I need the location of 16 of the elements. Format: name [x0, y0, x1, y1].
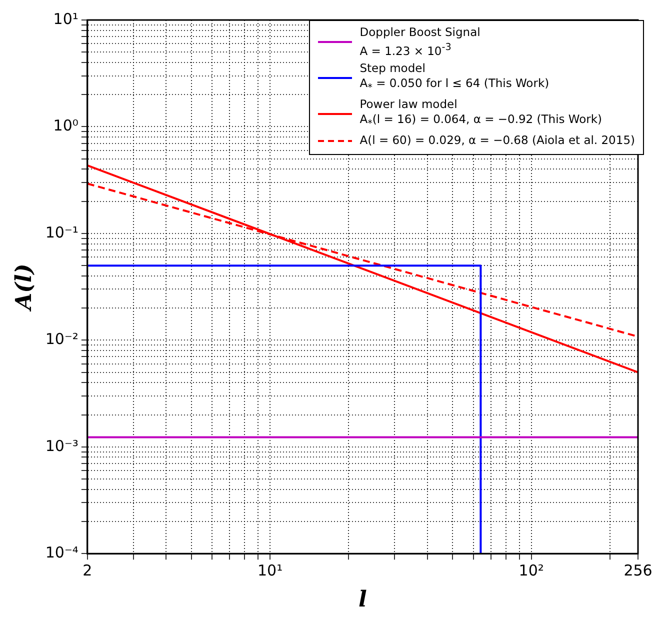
x-axis-title: l	[358, 586, 367, 613]
legend-label: Step model A$_{*}$ = 0.050 for l ≤ 64 (This Work)	[360, 60, 550, 96]
x-tick-label: 2	[82, 561, 92, 580]
x-tick-label: 256	[624, 561, 652, 580]
legend-label: Power law model A$_{*}$(l = 16) = 0.064, α = −0.92 (This Work)	[360, 97, 602, 132]
legend-label: A(l = 60) = 0.029, α = −0.68 (Aiola et al. 2015)	[360, 133, 635, 148]
x-tick-label: 10²	[518, 561, 544, 580]
y-tick-label: 10⁰	[53, 116, 78, 135]
x-tick-label: 10¹	[257, 561, 283, 580]
y-tick-label: 10⁻³	[45, 436, 78, 455]
y-tick-label: 10⁻²	[45, 330, 78, 348]
y-tick-label: 10⁻⁴	[45, 543, 78, 562]
y-axis-title: A(l)	[10, 264, 37, 312]
y-tick-label: 10¹	[53, 10, 78, 28]
y-tick-label: 10⁻¹	[45, 223, 78, 242]
legend-label: Doppler Boost Signal A = 1.23 × 10$^{-3}$	[360, 25, 480, 59]
